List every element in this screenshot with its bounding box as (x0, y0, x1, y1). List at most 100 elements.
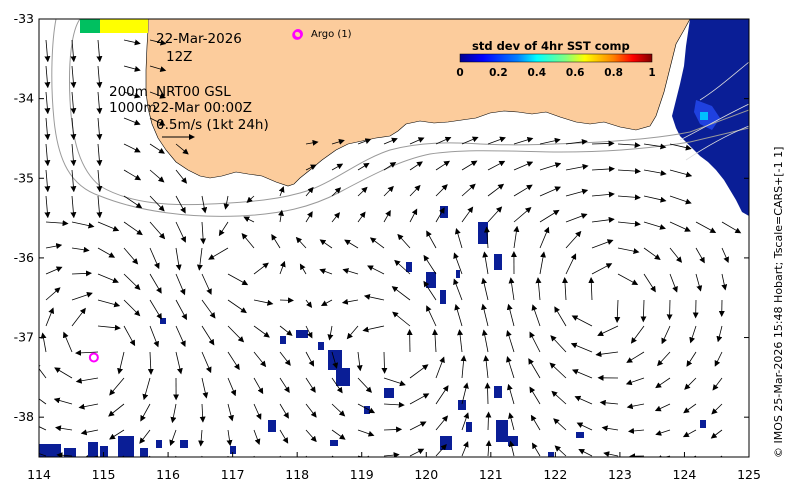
current-vector (684, 377, 697, 390)
current-vector (44, 65, 51, 89)
current-vector (487, 206, 503, 223)
current-vector (70, 117, 77, 141)
current-vector (655, 377, 671, 389)
current-vector (299, 263, 307, 275)
current-vector (123, 39, 141, 46)
current-vector (123, 65, 141, 72)
current-vector (278, 186, 285, 197)
current-vector (149, 143, 165, 154)
isobath-1000m (51, 19, 749, 217)
current-vectors (39, 39, 742, 457)
current-vector (617, 168, 641, 175)
current-vector (591, 191, 615, 198)
current-vector (175, 247, 182, 271)
current-vector (149, 325, 159, 348)
current-vector (695, 221, 717, 233)
current-vector (96, 39, 103, 63)
current-vector (409, 208, 418, 223)
current-vector (227, 299, 247, 314)
current-vector (391, 286, 411, 301)
current-vector (96, 195, 103, 219)
current-vector (643, 273, 656, 293)
current-vector (357, 162, 370, 171)
current-vector (97, 221, 120, 232)
current-vector (576, 422, 593, 431)
current-vector (201, 195, 208, 214)
current-vector (123, 143, 141, 153)
current-vector (149, 169, 165, 183)
current-vector (435, 136, 452, 145)
current-vector (508, 440, 515, 457)
current-vector (506, 330, 515, 353)
current-vector (279, 429, 289, 444)
current-vector (599, 399, 619, 406)
current-vector (531, 304, 541, 327)
current-vector (253, 403, 262, 420)
current-vector (554, 445, 567, 457)
x-tick-label: 115 (92, 467, 116, 482)
current-vector (553, 418, 567, 431)
current-vector (148, 455, 151, 457)
current-vector (97, 324, 121, 331)
current-vector (208, 247, 229, 260)
current-vector (683, 403, 697, 414)
current-vector (381, 351, 388, 374)
current-vector (565, 138, 588, 145)
current-vector (223, 195, 230, 210)
current-vector (253, 325, 270, 338)
current-vector (75, 349, 99, 356)
current-vector (457, 329, 464, 353)
current-vector (591, 239, 614, 249)
current-vector (149, 195, 165, 212)
current-vector (44, 143, 51, 167)
colorbar-tick-label: 0.6 (566, 67, 585, 79)
current-vector (39, 362, 47, 379)
x-tick-label: 123 (608, 467, 632, 482)
current-vector (319, 268, 333, 275)
current-vector (198, 429, 205, 447)
current-vector (506, 303, 515, 327)
current-vector (123, 299, 141, 317)
current-vector (601, 425, 619, 432)
current-vector (341, 298, 359, 305)
current-vector (201, 455, 203, 457)
current-vector (175, 221, 186, 243)
current-vector (617, 194, 641, 201)
current-vector (485, 440, 492, 457)
current-vector (319, 239, 333, 249)
current-vector (53, 397, 73, 405)
current-vector (506, 356, 515, 379)
current-vector (80, 429, 99, 436)
current-vector (305, 325, 313, 339)
current-vector (481, 303, 489, 327)
current-vector (528, 358, 541, 379)
current-vector (383, 185, 394, 197)
current-vector (669, 247, 683, 263)
current-vector (142, 377, 151, 401)
current-vector (551, 390, 567, 405)
sst-speckles (39, 206, 706, 457)
argo-legend-label: Argo (1) (311, 29, 352, 40)
current-vector (305, 139, 319, 146)
x-tick-label: 124 (673, 467, 697, 482)
current-vector (383, 426, 403, 433)
colorbar-tick-label: 0.8 (604, 67, 623, 79)
current-vector (461, 206, 474, 223)
current-vector (461, 160, 478, 171)
current-vector (71, 221, 95, 229)
current-vector (227, 273, 249, 286)
date-label: 22-Mar-2026 (156, 31, 242, 47)
current-vector (123, 91, 141, 99)
current-vector (271, 233, 281, 249)
current-vector (96, 65, 103, 89)
current-vector (201, 377, 209, 399)
current-vector (721, 221, 742, 234)
current-vector (643, 195, 667, 203)
plot-frame (38, 18, 750, 458)
current-vector (109, 377, 125, 396)
current-vector (305, 299, 313, 308)
current-vector (96, 169, 103, 193)
colorbar-ticks: 0 0.2 0.4 0.6 0.8 1 (456, 67, 655, 79)
current-vector (149, 273, 162, 294)
current-vector (253, 455, 255, 457)
